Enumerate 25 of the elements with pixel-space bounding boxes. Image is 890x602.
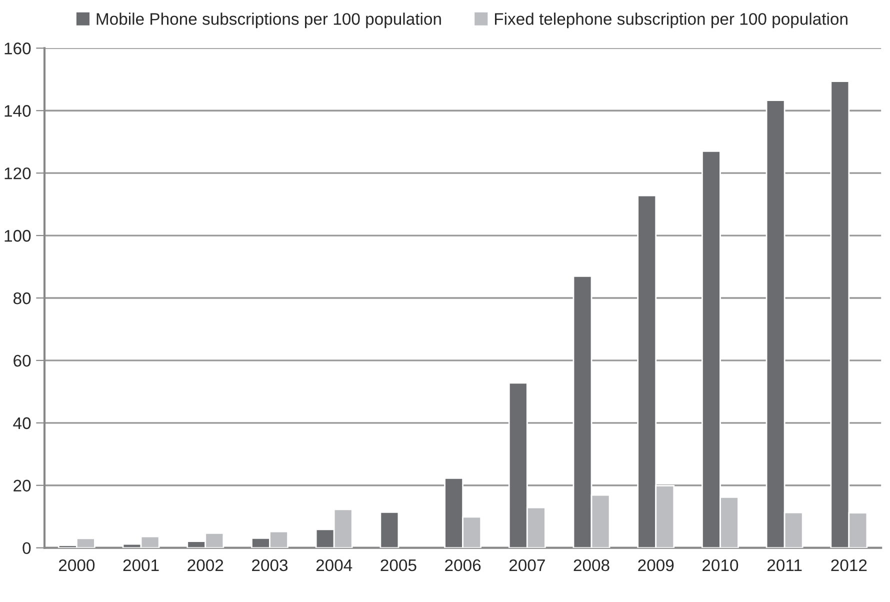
y-tick-label: 20	[14, 480, 31, 492]
y-tick-label: 140	[4, 105, 31, 117]
bar	[380, 512, 400, 548]
x-tick-label: 2010	[702, 559, 738, 572]
y-tick-label: 100	[4, 230, 31, 242]
x-tick-label: 2012	[831, 559, 867, 572]
x-tick-label: 2006	[445, 559, 481, 572]
y-tick-label: 80	[13, 292, 31, 304]
x-tick-label: 2001	[123, 559, 159, 572]
y-tick-label: 60	[14, 354, 31, 367]
y-tick-label: 40	[13, 417, 31, 430]
x-tick-label: 2000	[58, 559, 95, 572]
x-tick-label: 2009	[638, 559, 674, 572]
x-tick-label: 2007	[509, 559, 545, 572]
y-tick-label: 120	[4, 167, 31, 180]
x-tick-label: 2004	[316, 559, 352, 572]
y-tick-label: 160	[4, 42, 31, 54]
x-tick-label: 2011	[767, 559, 802, 572]
x-tick-label: 2005	[380, 559, 416, 572]
x-tick-label: 2008	[574, 559, 610, 572]
y-tick-label: 0	[22, 542, 31, 554]
x-tick-label: 2002	[188, 559, 224, 572]
legend-label: Mobile Phone subscriptions per 100 population	[96, 12, 441, 28]
legend-label: Fixed telephone subscription per 100 population	[494, 12, 848, 28]
x-tick-label: 2003	[252, 559, 288, 572]
